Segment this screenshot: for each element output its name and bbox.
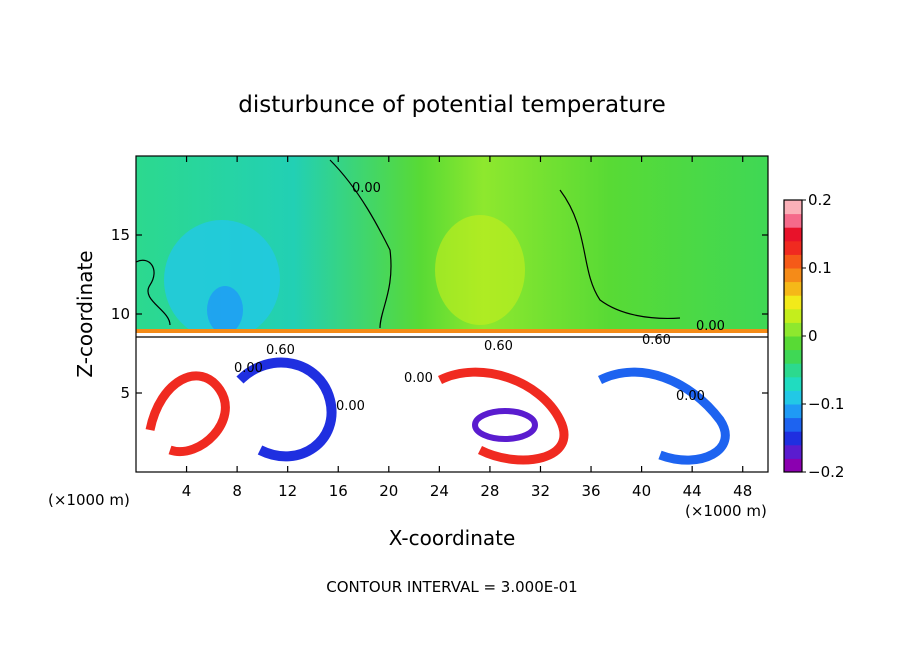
- contour-label: 0.00: [234, 361, 263, 376]
- eddy-core: [472, 408, 538, 442]
- warm-anomaly-region: [435, 215, 525, 325]
- inversion-band: [136, 333, 768, 355]
- contour-label: 0.00: [352, 181, 381, 196]
- colorbar-swatch: [784, 363, 802, 378]
- y-tick-label: 15: [111, 226, 130, 244]
- colorbar-swatch: [784, 308, 802, 323]
- colorbar-swatch: [784, 390, 802, 405]
- colorbar-label: 0: [808, 327, 818, 345]
- colorbar-label: 0.2: [808, 191, 832, 209]
- x-tick-label: 24: [430, 482, 449, 500]
- x-tick-label: 36: [581, 482, 600, 500]
- colorbar-swatch: [784, 458, 802, 473]
- x-tick-label: 8: [232, 482, 242, 500]
- y-axis-label: Z-coordinate: [73, 250, 97, 377]
- tropopause-band: [136, 329, 768, 333]
- colorbar-swatch: [784, 417, 802, 432]
- contour-line: [559, 189, 681, 319]
- contour-label: 0.00: [336, 399, 365, 414]
- x-tick-label: 44: [683, 482, 702, 500]
- colorbar-swatch: [784, 376, 802, 391]
- colorbar-swatch: [784, 240, 802, 255]
- x-tick-label: 20: [379, 482, 398, 500]
- x-tick-label: 40: [632, 482, 651, 500]
- colorbar-swatch: [784, 322, 802, 337]
- colorbar-swatch: [784, 336, 802, 351]
- plot-area: [136, 156, 768, 472]
- x-unit-label-right: (×1000 m): [685, 502, 767, 520]
- colorbar-label: 0.1: [808, 259, 832, 277]
- x-tick-label: 32: [531, 482, 550, 500]
- colorbar-swatch: [784, 281, 802, 296]
- x-unit-label-left: (×1000 m): [48, 491, 130, 509]
- contour-label: 0.00: [696, 319, 725, 334]
- colorbar-swatch: [784, 200, 802, 215]
- colorbar-swatch: [784, 254, 802, 269]
- eddy-band: [236, 357, 337, 462]
- colorbar-swatch: [784, 227, 802, 242]
- colorbar-swatch: [784, 295, 802, 310]
- contour-interval-note: CONTOUR INTERVAL = 3.000E-01: [326, 578, 577, 596]
- x-axis-ticks: 4 8 12 16 20 24 28 32 36 40 44 48: [182, 156, 752, 500]
- x-tick-label: 48: [733, 482, 752, 500]
- x-tick-label: 12: [278, 482, 297, 500]
- colorbar-label: −0.1: [808, 395, 844, 413]
- cool-anomaly-region: [164, 220, 280, 340]
- eddy-band: [145, 371, 230, 456]
- contour-label: 0.00: [404, 371, 433, 386]
- contour-labels: 0.00 0.00 0.00 0.00 0.00 0.00 0.60 0.60 …: [234, 181, 725, 414]
- y-axis-ticks: 5 10 15: [111, 226, 768, 402]
- contour-line: [329, 159, 392, 329]
- eddy-band: [597, 367, 730, 465]
- chart-title: disturbunce of potential temperature: [238, 92, 666, 118]
- contour-line: [136, 259, 171, 326]
- x-tick-label: 16: [329, 482, 348, 500]
- x-tick-label: 28: [480, 482, 499, 500]
- colorbar-swatch: [784, 404, 802, 419]
- contour-label: 0.60: [642, 333, 671, 348]
- y-tick-label: 5: [120, 384, 130, 402]
- colorbar: 0.2 0.1 0 −0.1 −0.2: [783, 191, 844, 481]
- contour-label: 0.60: [484, 339, 513, 354]
- colorbar-label: −0.2: [808, 463, 844, 481]
- contour-label: 0.00: [676, 389, 705, 404]
- contour-label: 0.60: [266, 343, 295, 358]
- eddy-band: [437, 367, 569, 465]
- colorbar-swatch: [784, 213, 802, 228]
- colorbar-swatch: [784, 268, 802, 283]
- colorbar-swatch: [784, 431, 802, 446]
- x-tick-label: 4: [182, 482, 192, 500]
- colorbar-swatch: [784, 349, 802, 364]
- colorbar-swatch: [784, 444, 802, 459]
- cool-anomaly-core: [207, 286, 243, 334]
- y-tick-label: 10: [111, 305, 130, 323]
- x-axis-label: X-coordinate: [389, 526, 516, 550]
